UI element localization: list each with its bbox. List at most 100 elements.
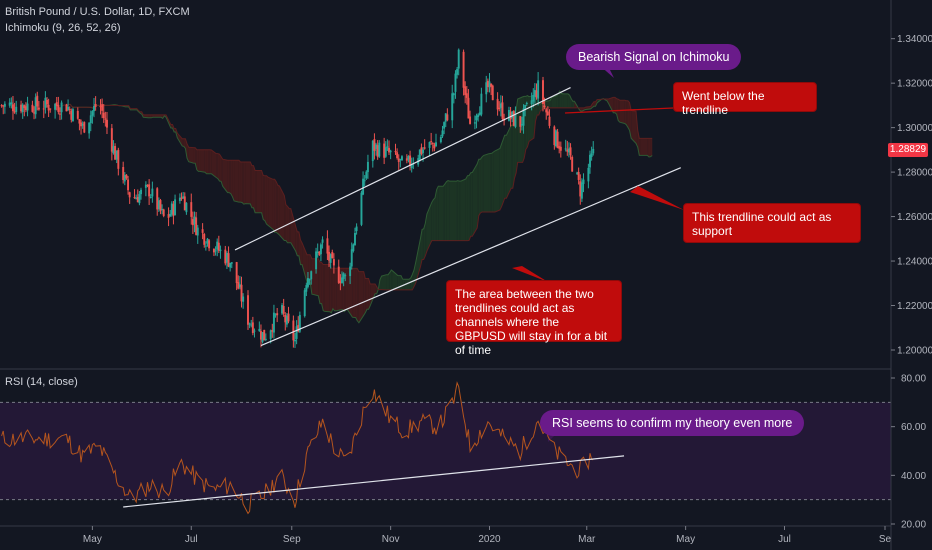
cloud-segment	[347, 268, 353, 318]
candle-body	[157, 200, 160, 209]
candle-body	[499, 103, 502, 108]
candle-body	[520, 123, 523, 126]
price-tick-label: 1.28000	[897, 168, 932, 179]
candle-body	[174, 199, 177, 216]
cloud-segment	[454, 181, 457, 241]
ichimoku-label: Ichimoku (9, 26, 52, 26)	[5, 22, 121, 34]
cloud-segment	[263, 175, 265, 221]
candle-body	[569, 147, 572, 156]
candle-body	[501, 102, 504, 119]
cloud-segment	[626, 100, 628, 128]
cloud-segment	[397, 275, 400, 290]
candle-body	[34, 97, 37, 115]
cloud-segment	[448, 180, 450, 241]
candle-body	[384, 147, 387, 157]
candle-body	[251, 322, 254, 334]
candle-body	[264, 338, 267, 341]
chart-title: British Pound / U.S. Dollar, 1D, FXCM	[5, 6, 190, 18]
rsi-tick-label: 20.00	[901, 520, 926, 531]
cloud-segment	[245, 161, 251, 204]
trendline-upper	[234, 87, 571, 251]
candle-body	[530, 100, 533, 105]
cloud-segment	[153, 114, 155, 118]
candle-body	[430, 141, 433, 143]
candle-body	[524, 104, 527, 109]
candle-body	[125, 174, 128, 179]
cloud-segment	[311, 258, 314, 295]
candle-body	[383, 143, 386, 158]
callout-support: This trendline could act as support	[683, 203, 861, 243]
cloud-segment	[608, 97, 614, 113]
cloud-segment	[470, 172, 473, 237]
candle-body	[284, 314, 287, 323]
candle-body	[3, 103, 6, 107]
candle-body	[148, 184, 151, 197]
cloud-segment	[264, 175, 267, 225]
candle-body	[308, 279, 311, 281]
cloud-segment	[501, 139, 504, 207]
candle-body	[276, 313, 279, 316]
cloud-segment	[251, 165, 254, 208]
cloud-segment	[593, 101, 596, 107]
cloud-segment	[217, 153, 220, 181]
cloud-segment	[389, 269, 392, 290]
candle-body	[457, 49, 460, 69]
time-tick-label: 2020	[478, 534, 501, 545]
candle-body	[577, 172, 580, 180]
cloud-segment	[431, 199, 434, 241]
price-tick-label: 1.26000	[897, 212, 932, 223]
pointer-below-trendline	[564, 107, 674, 114]
candle-body	[274, 314, 277, 316]
candle-body	[507, 110, 510, 121]
candle-body	[353, 232, 356, 246]
candle-body	[376, 145, 379, 157]
candle-body	[478, 112, 481, 116]
candle-body	[469, 116, 472, 124]
cloud-segment	[206, 149, 209, 174]
cloud-segment	[353, 268, 356, 318]
candle-body	[407, 156, 410, 160]
candle-body	[190, 202, 193, 217]
callout-channel: The area between the two trendlines coul…	[446, 280, 622, 357]
candle-body	[546, 111, 549, 116]
candle-body	[373, 138, 376, 151]
candle-body	[102, 112, 105, 119]
cloud-segment	[472, 163, 478, 237]
time-tick-label: May	[83, 534, 102, 545]
cloud-segment	[177, 133, 183, 147]
candle-body	[183, 196, 186, 211]
price-tick-label: 1.30000	[897, 123, 932, 134]
cloud-segment	[300, 239, 303, 265]
candle-body	[475, 115, 478, 121]
candle-body	[571, 156, 574, 172]
candle-body	[545, 109, 548, 113]
cloud-segment	[253, 165, 256, 213]
cloud-segment	[331, 268, 333, 313]
candle-body	[216, 241, 219, 250]
candle-body	[558, 146, 561, 149]
cloud-segment	[624, 100, 627, 125]
cloud-segment	[323, 264, 325, 312]
candle-body	[106, 119, 108, 128]
candle-body	[259, 331, 262, 340]
cloud-segment	[242, 161, 244, 205]
candle-body	[161, 208, 164, 210]
candle-body	[423, 147, 426, 149]
candle-body	[10, 102, 13, 105]
candle-body	[89, 115, 92, 124]
candle-body	[217, 242, 220, 251]
last-price-badge: 1.28829	[888, 143, 928, 157]
cloud-segment	[503, 135, 505, 203]
candle-body	[477, 114, 480, 118]
candle-body	[319, 244, 322, 255]
candle-body	[556, 131, 559, 148]
candle-body	[138, 194, 141, 204]
candle-body	[123, 175, 126, 182]
cloud-segment	[399, 275, 402, 290]
cloud-segment	[404, 279, 410, 290]
price-tick-label: 1.34000	[897, 34, 932, 45]
candle-body	[422, 149, 425, 153]
cloud-segment	[535, 94, 538, 122]
candle-body	[237, 282, 240, 289]
candle-body	[20, 104, 23, 112]
